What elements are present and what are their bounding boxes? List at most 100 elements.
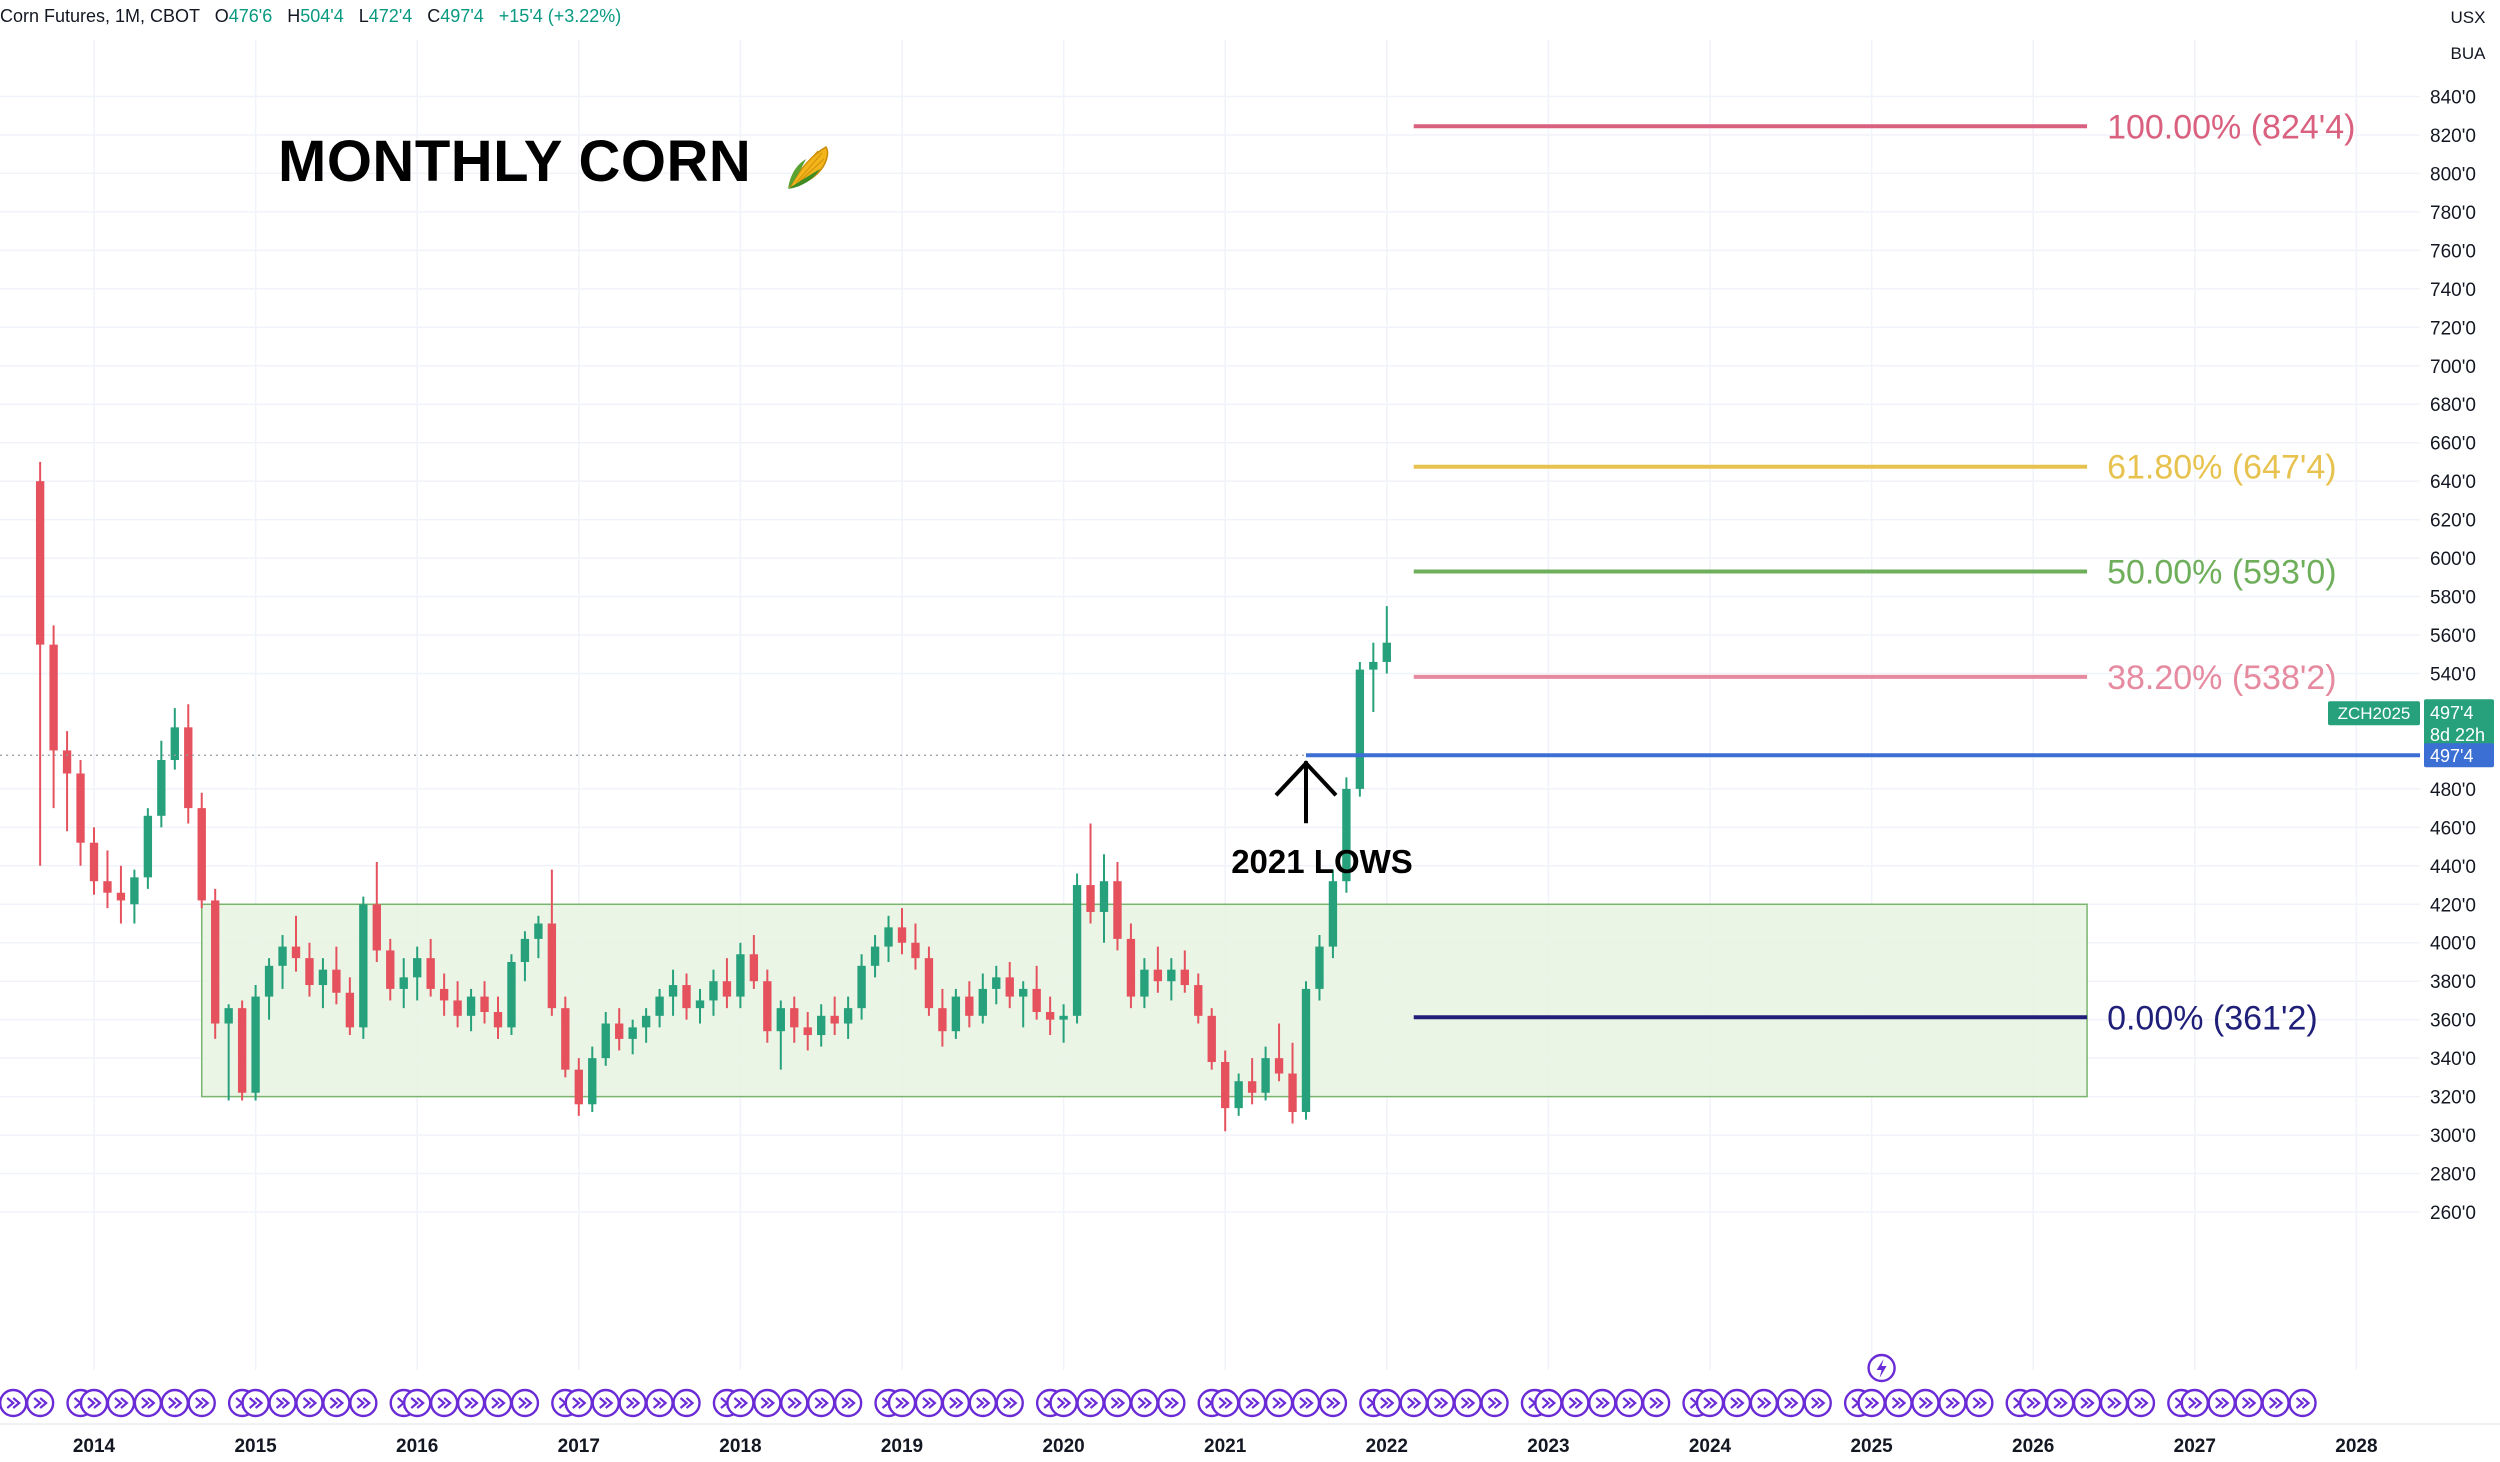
dividend-event-icon[interactable] [1561, 1388, 1590, 1418]
candle[interactable] [439, 973, 449, 1016]
candle[interactable] [1194, 973, 1203, 1024]
candle[interactable] [870, 935, 880, 978]
dividend-event-icon[interactable] [1695, 1388, 1725, 1418]
candle[interactable] [588, 1046, 597, 1112]
candle[interactable] [615, 1008, 624, 1051]
candle[interactable] [992, 965, 1001, 1005]
currency-unit[interactable]: USX [2450, 8, 2486, 27]
candle[interactable] [561, 996, 570, 1078]
candle[interactable] [722, 958, 732, 1009]
dividend-event-icon[interactable] [1938, 1388, 1967, 1418]
candle[interactable] [1234, 1073, 1243, 1116]
candle[interactable] [35, 461, 45, 866]
dividend-event-icon[interactable] [1614, 1388, 1644, 1418]
dividend-event-icon[interactable] [2180, 1388, 2210, 1418]
dividend-event-icon[interactable] [1399, 1388, 1428, 1418]
candle[interactable] [157, 740, 166, 828]
candle[interactable] [1355, 661, 1365, 797]
dividend-event-icon[interactable] [1372, 1388, 1402, 1418]
candle[interactable] [1167, 958, 1176, 1001]
candle[interactable] [1274, 1023, 1284, 1082]
candle[interactable] [1315, 935, 1324, 1001]
dividend-event-icon[interactable] [780, 1388, 809, 1418]
candle[interactable] [628, 1019, 637, 1055]
dividend-event-icon[interactable] [403, 1388, 432, 1418]
dividend-event-icon[interactable] [1426, 1388, 1455, 1418]
candle[interactable] [1032, 965, 1041, 1020]
candle[interactable] [1221, 1050, 1230, 1132]
candle[interactable] [1099, 854, 1109, 943]
candle[interactable] [641, 1008, 651, 1043]
candle[interactable] [857, 954, 866, 1020]
dividend-event-icon[interactable] [1641, 1388, 1671, 1418]
candle[interactable] [130, 869, 139, 924]
dividend-event-icon[interactable] [1588, 1388, 1617, 1418]
candle[interactable] [264, 958, 274, 1020]
candle[interactable] [1369, 642, 1378, 712]
dividend-event-icon[interactable] [1776, 1388, 1806, 1418]
candle[interactable] [1059, 1004, 1068, 1043]
candle[interactable] [547, 869, 557, 1016]
candle[interactable] [453, 981, 462, 1028]
candle[interactable] [1342, 777, 1351, 893]
candle[interactable] [251, 985, 260, 1101]
candle[interactable] [184, 704, 193, 824]
dividend-event-icon[interactable] [1534, 1388, 1563, 1418]
dividend-event-icon[interactable] [1722, 1388, 1752, 1418]
dividend-event-icon[interactable] [295, 1388, 324, 1418]
dividend-event-icon[interactable] [672, 1388, 701, 1418]
dividend-event-icon[interactable] [1884, 1388, 1913, 1418]
dividend-event-icon[interactable] [2018, 1388, 2048, 1418]
dividend-event-icon[interactable] [1130, 1388, 1159, 1418]
candle[interactable] [803, 1011, 812, 1051]
dividend-event-icon[interactable] [753, 1388, 782, 1418]
candle[interactable] [682, 973, 691, 1020]
dividend-event-icon[interactable] [618, 1388, 647, 1418]
candle[interactable] [332, 946, 341, 1005]
dividend-event-icon[interactable] [2045, 1388, 2075, 1418]
dividend-event-icon[interactable] [914, 1388, 944, 1418]
dividend-event-icon[interactable] [1237, 1388, 1267, 1418]
candle[interactable] [76, 760, 85, 866]
candle[interactable] [386, 938, 395, 1001]
dividend-event-icon[interactable] [1453, 1388, 1482, 1418]
candle[interactable] [480, 981, 489, 1024]
candle[interactable] [655, 988, 664, 1028]
candle[interactable] [911, 923, 920, 970]
dividend-event-icon[interactable] [1049, 1388, 1078, 1418]
candle[interactable] [211, 888, 220, 1039]
candle[interactable] [237, 1000, 247, 1101]
dividend-event-icon[interactable] [1291, 1388, 1321, 1418]
candle[interactable] [668, 969, 678, 1016]
candle[interactable] [305, 942, 314, 997]
dividend-event-icon[interactable] [25, 1388, 55, 1418]
candle[interactable] [1072, 873, 1082, 1024]
candle[interactable] [1113, 861, 1122, 951]
dividend-event-icon[interactable] [106, 1388, 136, 1418]
dividend-event-icon[interactable] [645, 1388, 674, 1418]
candle[interactable] [520, 931, 530, 982]
dividend-event-icon[interactable] [79, 1388, 109, 1418]
candle[interactable] [103, 850, 112, 909]
dividend-event-icon[interactable] [133, 1388, 163, 1418]
dividend-event-icon[interactable] [1157, 1388, 1186, 1418]
candle[interactable] [116, 865, 126, 924]
candle[interactable] [426, 938, 435, 997]
candle[interactable] [1005, 961, 1014, 1009]
dividend-event-icon[interactable] [322, 1388, 351, 1418]
candle[interactable] [830, 996, 839, 1036]
dividend-event-icon[interactable] [268, 1388, 297, 1418]
dividend-event-icon[interactable] [2126, 1388, 2156, 1418]
candle[interactable] [1261, 1046, 1270, 1101]
candle[interactable] [466, 988, 476, 1032]
dividend-event-icon[interactable] [1911, 1388, 1940, 1418]
dividend-event-icon[interactable] [1965, 1388, 1994, 1418]
candle[interactable] [372, 861, 381, 962]
candle[interactable] [1180, 950, 1189, 993]
candle[interactable] [143, 808, 153, 889]
candle[interactable] [1045, 996, 1055, 1036]
dividend-event-icon[interactable] [1480, 1388, 1509, 1418]
candle[interactable] [790, 996, 799, 1043]
candle[interactable] [736, 942, 745, 1009]
